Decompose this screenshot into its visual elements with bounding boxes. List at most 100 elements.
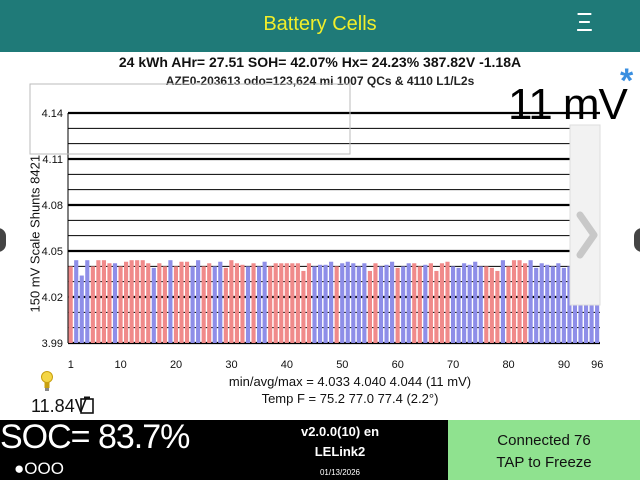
cell-bar	[262, 261, 267, 343]
cell-bar	[412, 263, 417, 343]
app-version: v2.0.0(10) en	[300, 424, 380, 439]
cell-bar	[151, 267, 156, 343]
cell-bar	[367, 270, 372, 343]
cell-bar	[323, 264, 328, 343]
cell-bar	[279, 263, 284, 343]
chart-grid	[67, 111, 600, 345]
freeze-button[interactable]	[448, 420, 640, 480]
cell-bar	[545, 264, 550, 343]
y-tick-label: 4.05	[42, 246, 63, 258]
y-tick-label: 4.08	[42, 200, 63, 212]
cell-bar	[495, 270, 500, 343]
tap-to-freeze-label[interactable]: TAP to Freeze	[496, 454, 592, 471]
y-tick-label: 4.14	[42, 108, 63, 120]
cell-bar	[384, 264, 389, 343]
cell-bar	[478, 266, 483, 343]
cell-bar	[118, 266, 123, 343]
app-header: Battery Cells Ξ	[0, 0, 640, 52]
cell-bar	[207, 263, 212, 343]
battery-summary-line: 24 kWh AHr= 27.51 SOH= 42.07% Hx= 24.23%…	[118, 54, 522, 70]
x-tick-label: 80	[502, 359, 514, 371]
delta-mv-display: 11 mV	[508, 80, 628, 129]
cell-bar	[362, 263, 367, 343]
cell-bar	[168, 260, 173, 343]
asterisk-icon[interactable]: *	[620, 62, 634, 100]
cell-bar	[135, 260, 140, 343]
cell-voltage-chart: 3.99 4.02 4.05 4.08 4.11 4.14 1 10 20 30 40 50 60 70…	[29, 83, 603, 371]
cell-bar	[251, 263, 256, 343]
cell-bar	[284, 263, 289, 343]
cell-bar	[306, 263, 312, 343]
cell-bar	[329, 261, 334, 343]
chevron-right-icon	[576, 211, 598, 259]
cell-bar	[523, 263, 528, 343]
cell-bar	[567, 266, 572, 343]
cell-bar	[223, 267, 228, 343]
page-indicator: ●OOO	[14, 459, 64, 478]
cell-bar	[473, 261, 478, 343]
cell-bar	[340, 263, 345, 343]
lightbulb-icon[interactable]	[40, 370, 54, 392]
cell-bar	[157, 263, 162, 343]
cell-bar	[556, 263, 561, 343]
cell-bar	[184, 261, 190, 343]
cell-bar	[129, 260, 134, 343]
cell-bar	[295, 263, 300, 343]
aux-voltage: 11.84V	[31, 396, 87, 416]
cell-bar	[162, 266, 167, 343]
cell-bar	[434, 270, 439, 343]
cell-bar	[561, 267, 566, 343]
cell-bar	[500, 260, 505, 343]
x-tick-label: 1	[68, 359, 74, 371]
cell-bar	[439, 263, 445, 343]
date-label: 01/13/2026	[319, 468, 361, 477]
battery-icon	[80, 396, 94, 414]
cell-bar	[312, 266, 317, 343]
cell-bar	[395, 267, 400, 343]
cell-bar	[301, 270, 306, 343]
right-edge-handle[interactable]	[634, 228, 640, 252]
cell-bar	[179, 261, 184, 343]
cell-bar	[107, 263, 112, 343]
scroll-panel	[569, 124, 601, 306]
cell-bar	[190, 266, 195, 343]
cell-bar	[112, 263, 118, 343]
cell-bar	[234, 263, 239, 343]
cell-bar	[534, 267, 539, 343]
cell-bar	[373, 263, 378, 343]
cell-bar	[268, 266, 273, 343]
cell-bar	[201, 266, 206, 343]
cell-bar	[345, 261, 350, 343]
cell-voltage-stats: min/avg/max = 4.033 4.040 4.044 (11 mV)	[228, 374, 472, 389]
cell-bar	[240, 264, 245, 343]
cell-bar	[528, 260, 533, 343]
soc-panel	[0, 420, 232, 480]
y-tick-label: 4.11	[42, 154, 63, 166]
cell-bar	[257, 266, 262, 343]
cell-bar	[467, 264, 472, 343]
x-tick-label: 96	[591, 359, 603, 371]
left-edge-handle[interactable]	[0, 228, 6, 252]
cell-bar	[462, 263, 467, 343]
cell-bar	[218, 261, 223, 343]
cell-bar	[79, 275, 84, 343]
cell-bar	[511, 260, 517, 343]
cell-bar	[124, 261, 129, 343]
menu-icon[interactable]: Ξ	[576, 7, 593, 37]
cell-bar	[317, 264, 323, 343]
cell-bar	[101, 260, 106, 343]
y-tick-label: 3.99	[42, 338, 63, 350]
cell-bar	[378, 266, 384, 343]
y-axis-label: 150 mV Scale Shunts 8421	[27, 154, 43, 313]
cell-bar	[428, 263, 433, 343]
connection-status[interactable]: Connected 76	[497, 432, 591, 449]
cell-bar	[212, 266, 217, 343]
y-tick-labels: 3.99 4.02 4.05 4.08 4.11 4.14	[42, 108, 63, 350]
overlay-box	[29, 83, 351, 155]
device-name: LELink2	[314, 444, 366, 459]
cell-bar	[595, 269, 600, 343]
cell-bar	[517, 260, 522, 343]
x-tick-label: 30	[225, 359, 237, 371]
version-panel	[232, 420, 448, 480]
cell-bar	[90, 266, 95, 343]
